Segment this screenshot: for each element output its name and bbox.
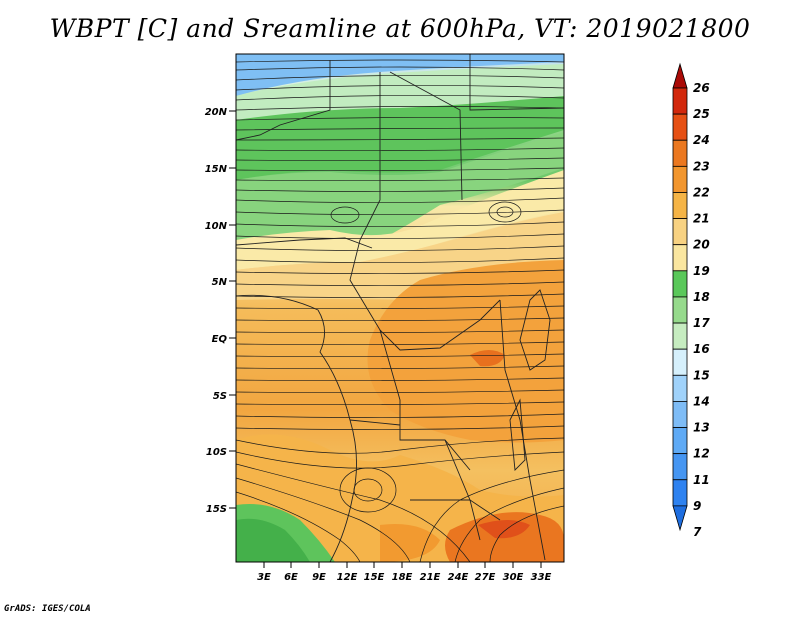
colorbar-label: 19: [693, 264, 710, 278]
lon-label: 3E: [257, 572, 271, 583]
colorbar-swatch: [672, 165, 688, 193]
lon-label: 18E: [392, 572, 413, 583]
colorbar-swatch: [672, 479, 688, 507]
colorbar-swatch: [672, 374, 688, 402]
colorbar-label: 12: [693, 447, 710, 461]
lat-label: 10N: [205, 221, 228, 232]
colorbar-label: 22: [693, 185, 710, 199]
map-area: [236, 54, 564, 562]
colorbar-swatch: [672, 322, 688, 350]
wbpt-region: [236, 64, 564, 120]
lat-label: 20N: [205, 107, 228, 118]
colorbar-swatch: [672, 113, 688, 141]
lat-label: 5N: [212, 277, 228, 288]
colorbar-label: 21: [693, 212, 710, 226]
colorbar-label: 23: [693, 159, 710, 173]
wbpt-region: [236, 170, 564, 270]
lat-label: 15N: [205, 164, 228, 175]
wbpt-region: [236, 132, 564, 244]
lon-label: 15E: [364, 572, 385, 583]
country-boundaries: [236, 54, 564, 562]
colorbar: 26 25 24 23 22 21 20 19 18 17 16 15 14 13 12 11 9 7: [672, 62, 710, 539]
wbpt-region: [236, 518, 310, 562]
colorbar-swatch: [672, 139, 688, 167]
lat-label: 5S: [213, 391, 227, 402]
colorbar-label: 11: [693, 473, 710, 487]
colorbar-label: 26: [693, 81, 710, 95]
lon-label: 12E: [337, 572, 358, 583]
streamlines: [236, 59, 564, 562]
colorbar-label: 13: [693, 421, 710, 435]
colorbar-max-arrow: [672, 62, 688, 89]
colorbar-swatch: [672, 296, 688, 324]
wbpt-cool-region: [236, 54, 564, 96]
lon-axis: 3E 6E 9E 12E 15E 18E 21E 24E 27E 30E 33E: [257, 562, 552, 583]
lon-label: 33E: [531, 572, 552, 583]
lat-axis: 20N 15N 10N 5N EQ 5S 10S 15S: [205, 107, 236, 515]
colorbar-swatch: [672, 427, 688, 455]
colorbar-label: 14: [693, 394, 710, 408]
colorbar-label: 18: [693, 290, 710, 304]
lon-label: 6E: [284, 572, 298, 583]
colorbar-swatch: [672, 401, 688, 428]
lat-label: EQ: [212, 334, 228, 345]
wbpt-hot-spot: [478, 520, 530, 539]
wbpt-hot-spot: [470, 350, 505, 367]
map-frame: [235, 53, 565, 563]
wbpt-region: [380, 524, 440, 562]
lon-label: 27E: [475, 572, 496, 583]
credit-label: GrADS: IGES/COLA: [4, 604, 91, 614]
colorbar-label: 15: [693, 368, 710, 382]
colorbar-label: 9: [693, 499, 701, 513]
colorbar-swatch: [672, 244, 688, 272]
colorbar-swatch: [672, 348, 688, 376]
lon-label: 9E: [312, 572, 326, 583]
colorbar-label: 20: [693, 238, 710, 252]
colorbar-label: 16: [693, 342, 710, 356]
colorbar-swatch: [672, 87, 688, 115]
lon-label: 30E: [503, 572, 524, 583]
lon-label: 24E: [448, 572, 469, 583]
lat-label: 10S: [206, 447, 227, 458]
colorbar-label: 7: [693, 525, 702, 539]
lat-label: 15S: [206, 504, 227, 515]
wbpt-region: [236, 96, 564, 180]
colorbar-label: 25: [693, 107, 710, 121]
colorbar-swatch: [672, 218, 688, 246]
colorbar-min-arrow: [672, 505, 688, 532]
lon-label: 21E: [420, 572, 441, 583]
colorbar-swatch: [672, 192, 688, 219]
colorbar-label: 17: [693, 316, 710, 330]
colorbar-swatch: [672, 270, 688, 298]
wbpt-warm-region: [367, 260, 564, 443]
colorbar-swatch: [672, 453, 688, 481]
colorbar-label: 24: [693, 133, 710, 147]
chart-title: WBPT [C] and Sreamline at 600hPa, VT: 20…: [49, 14, 751, 43]
